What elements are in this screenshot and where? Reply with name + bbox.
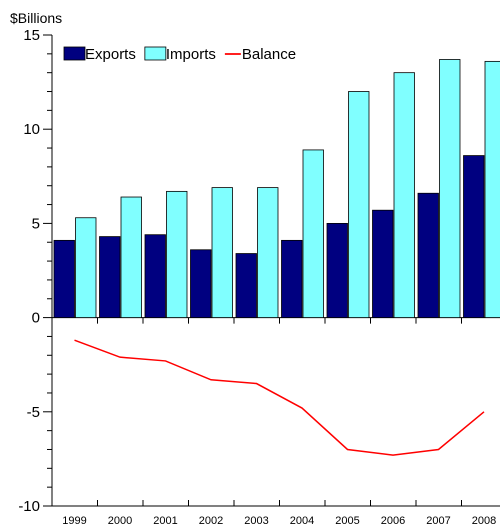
- x-tick-label: 2000: [108, 515, 132, 527]
- bar-imports: [211, 187, 233, 319]
- bars: [53, 59, 500, 319]
- y-tick-label: -10: [18, 498, 40, 515]
- y-tick-label: 15: [23, 27, 40, 44]
- bar-exports: [144, 234, 166, 318]
- bar-imports: [120, 196, 142, 318]
- y-tick-label: 5: [32, 215, 40, 232]
- line-balance: [74, 339, 485, 456]
- balance-line-group: [74, 339, 485, 456]
- x-tick-label: 2001: [153, 515, 177, 527]
- x-tick-label: 1999: [62, 515, 86, 527]
- y-tick-label: -5: [27, 404, 40, 421]
- bar-imports: [439, 59, 461, 319]
- bar-exports: [190, 249, 212, 318]
- x-tick-label: 2008: [472, 515, 496, 527]
- bar-imports: [302, 149, 324, 318]
- bar-exports: [281, 239, 303, 319]
- x-axis: 1999 2000 2001 2002 2003 2004 2005 2006 2007 2008: [51, 317, 500, 527]
- y-tick-label: 0: [32, 310, 40, 327]
- y-axis: 15 10 5 0 -5 -10: [18, 27, 53, 515]
- bar-exports: [53, 239, 75, 319]
- bar-exports: [326, 222, 348, 318]
- legend-swatch-imports: [144, 46, 167, 61]
- legend-label-imports: Imports: [166, 46, 216, 63]
- bar-imports: [257, 187, 279, 319]
- legend-swatch-exports: [63, 46, 86, 61]
- legend-label-exports: Exports: [85, 46, 136, 63]
- bar-exports: [463, 155, 485, 319]
- bar-exports: [417, 192, 439, 318]
- x-tick-label: 2007: [426, 515, 450, 527]
- bar-exports: [235, 253, 257, 319]
- bar-imports: [484, 60, 500, 318]
- bar-imports: [166, 190, 188, 318]
- bar-imports: [348, 91, 370, 318]
- legend: Exports Imports Balance: [63, 46, 296, 63]
- bar-imports: [393, 72, 415, 318]
- bar-exports: [372, 209, 394, 319]
- x-tick-label: 2004: [290, 515, 314, 527]
- bar-exports: [99, 236, 121, 318]
- x-tick-label: 2005: [335, 515, 359, 527]
- x-tick-label: 2003: [244, 515, 268, 527]
- unit-label: $Billions: [10, 10, 62, 26]
- legend-label-balance: Balance: [242, 46, 296, 63]
- y-tick-label: 10: [23, 121, 40, 138]
- x-tick-label: 2006: [381, 515, 405, 527]
- bar-imports: [75, 217, 97, 318]
- x-tick-label: 2002: [199, 515, 223, 527]
